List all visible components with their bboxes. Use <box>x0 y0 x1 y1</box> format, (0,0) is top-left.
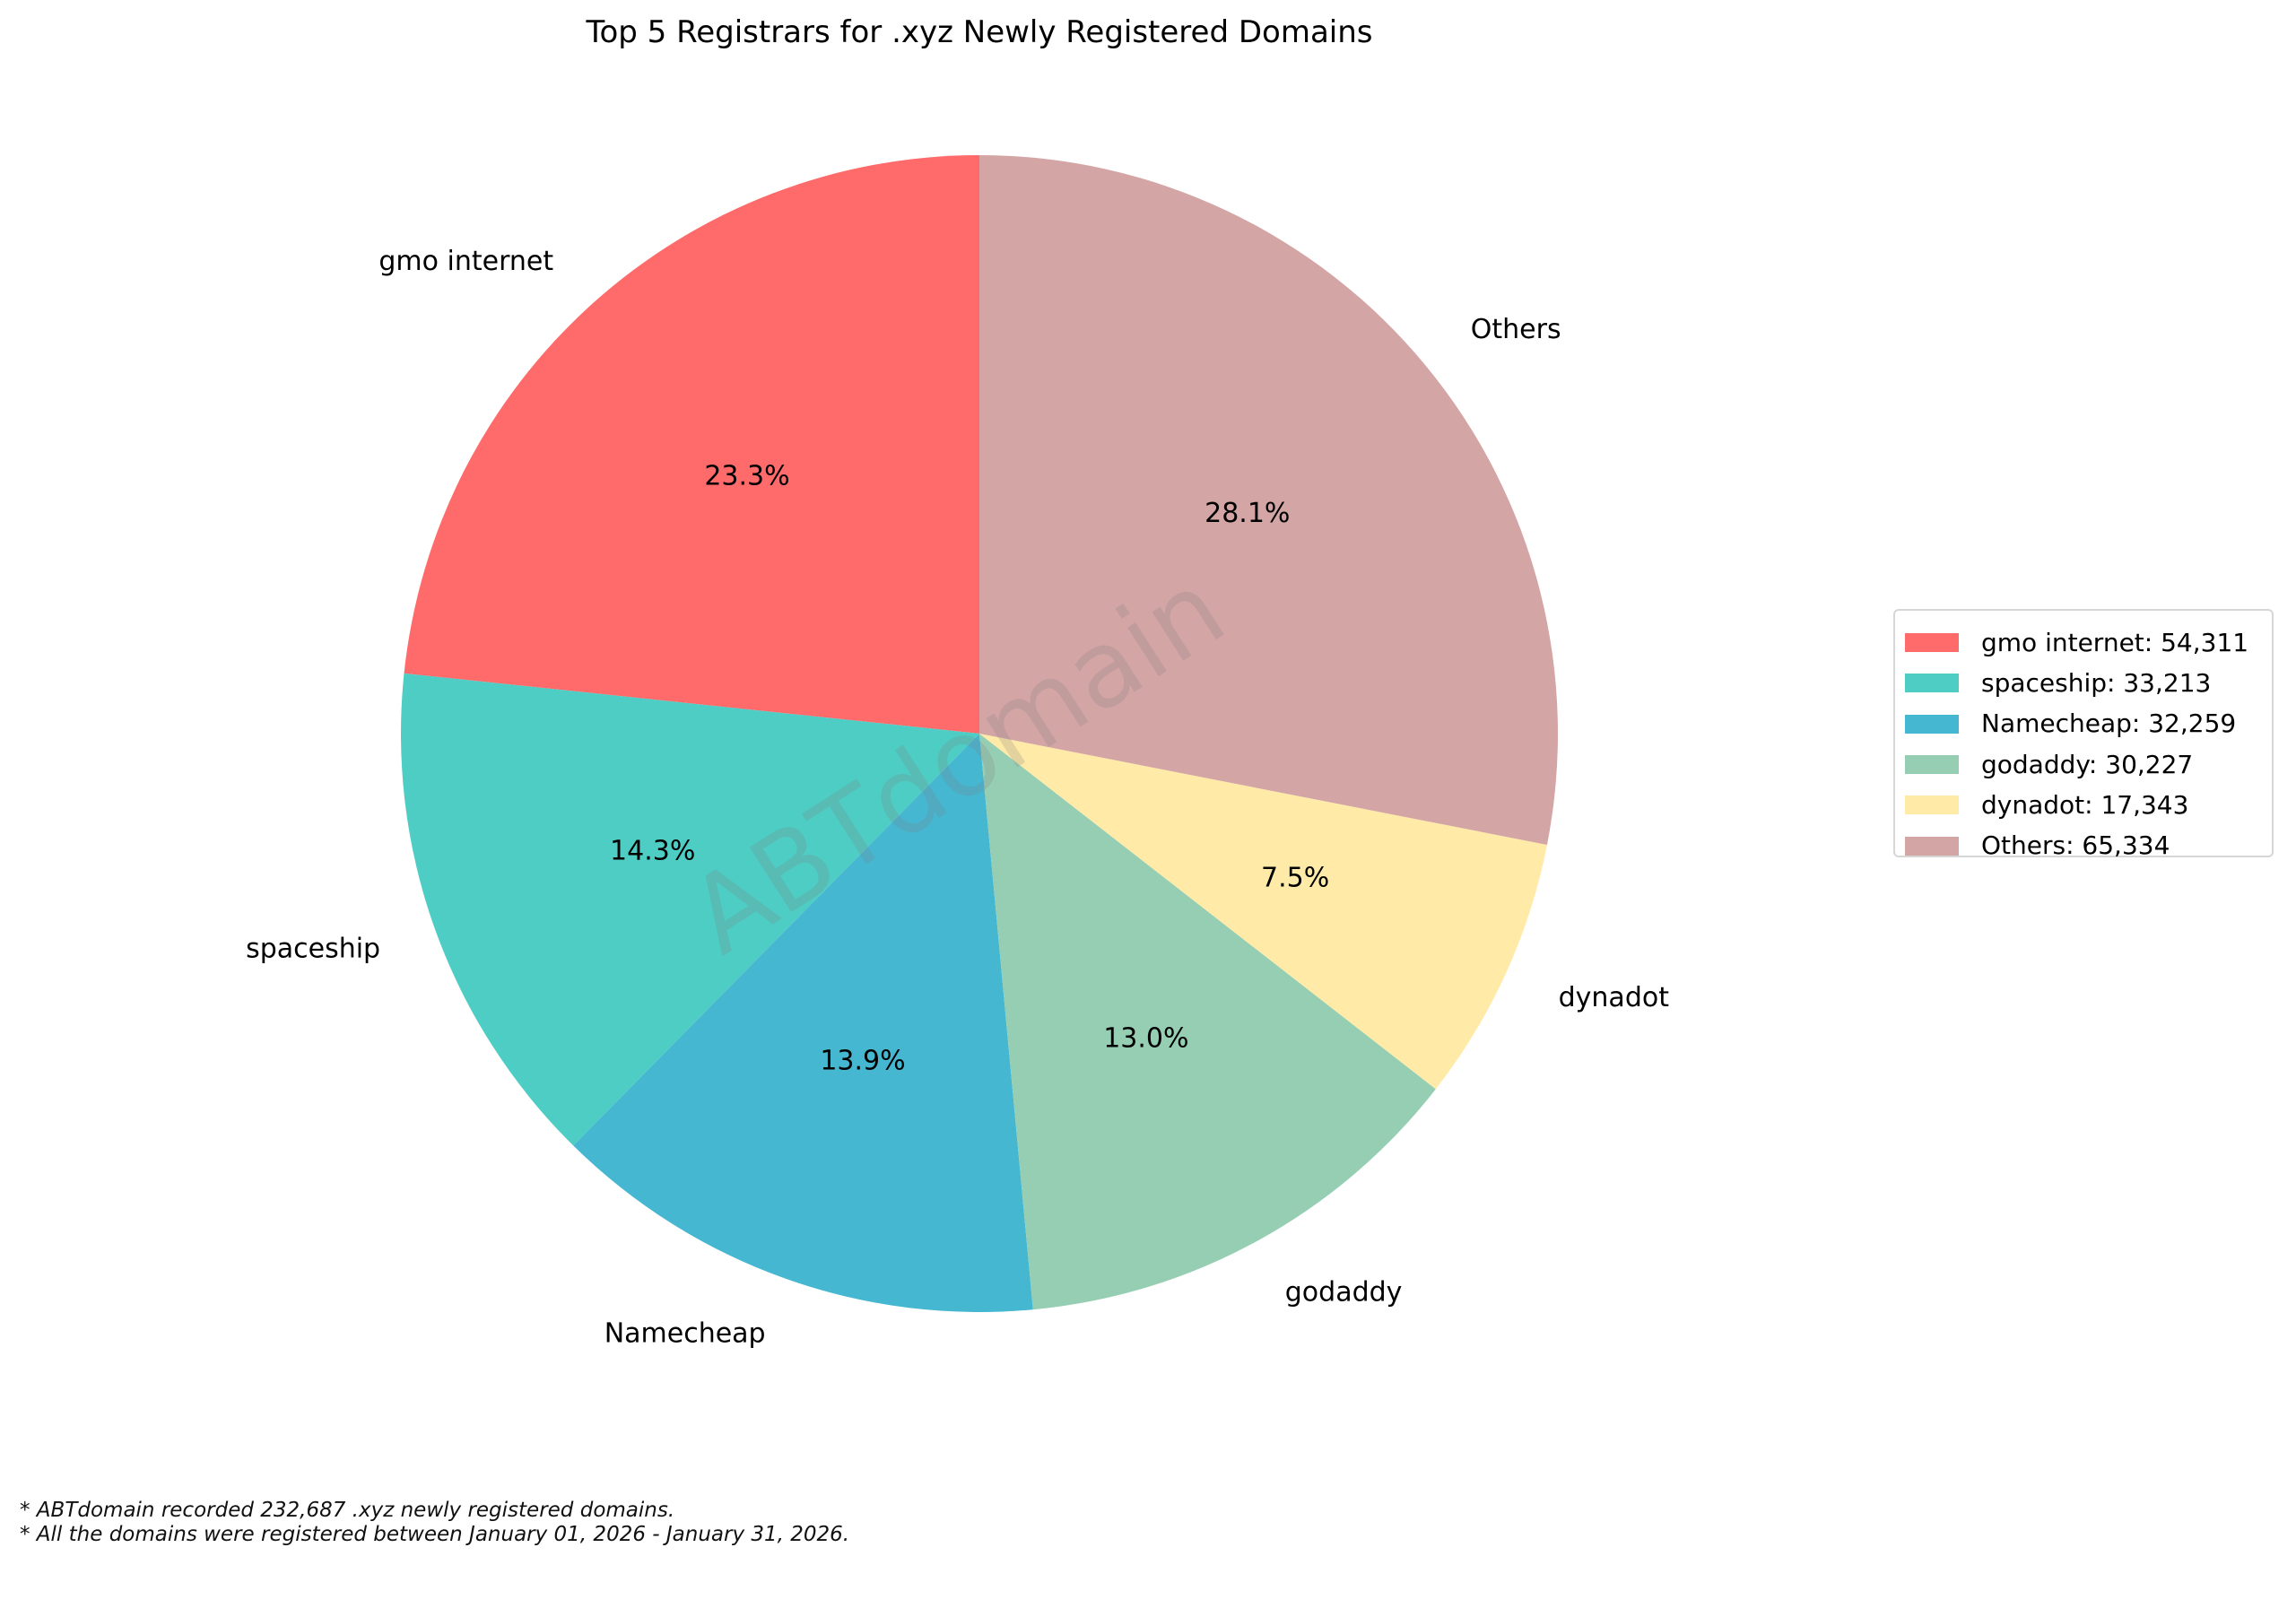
pie-slice-spaceship <box>400 673 979 1146</box>
percent-label: 13.0% <box>1103 1022 1188 1054</box>
legend-swatch <box>1905 714 1959 734</box>
pie-slice-gmo-internet <box>404 155 979 734</box>
category-label: dynadot <box>1559 982 1670 1013</box>
percent-label: 14.3% <box>610 836 695 867</box>
legend-label: Namecheap: 32,259 <box>1981 709 2237 739</box>
category-label: godaddy <box>1285 1276 1403 1308</box>
pie-slice-godaddy <box>979 734 1436 1310</box>
legend-swatch <box>1905 795 1959 815</box>
category-label: Namecheap <box>604 1317 766 1349</box>
pie-slices <box>400 155 1558 1312</box>
category-labels: gmo internet spaceship Namecheap godaddy dyn… <box>246 246 1669 1349</box>
pie-slice-namecheap <box>573 734 1033 1312</box>
category-label: spaceship <box>246 933 380 964</box>
percent-labels: 23.3% 14.3% 13.9% 13.0% 7.5% 28.1% <box>610 460 1329 1076</box>
legend: gmo internet: 54,311 spaceship: 33,213 N… <box>1893 609 2274 860</box>
legend-swatch <box>1905 755 1959 775</box>
legend-swatch <box>1905 674 1959 693</box>
legend-label: dynadot: 17,343 <box>1981 789 2189 820</box>
footnote-date-range: * All the domains were registered betwee… <box>20 1523 850 1546</box>
percent-label: 23.3% <box>704 460 789 491</box>
legend-label: spaceship: 33,213 <box>1981 667 2212 698</box>
legend-swatch <box>1905 836 1959 856</box>
percent-label: 7.5% <box>1261 862 1329 893</box>
category-label: Others <box>1471 314 1561 345</box>
legend-label: gmo internet: 54,311 <box>1981 627 2249 657</box>
legend-item: dynadot: 17,343 <box>1905 785 2272 825</box>
legend-swatch <box>1905 633 1959 653</box>
category-label: gmo internet <box>378 246 553 277</box>
footnotes: * ABTdomain recorded 232,687 .xyz newly … <box>20 1499 849 1547</box>
legend-item: godaddy: 30,227 <box>1905 744 2272 785</box>
percent-label: 13.9% <box>820 1046 905 1077</box>
legend-label: godaddy: 30,227 <box>1981 749 2194 779</box>
legend-label: Others: 65,334 <box>1981 830 2170 861</box>
percent-label: 28.1% <box>1205 498 1290 529</box>
pie-slice-dynadot <box>979 734 1547 1090</box>
chart-title: Top 5 Registrars for .xyz Newly Register… <box>586 14 1373 50</box>
legend-item: gmo internet: 54,311 <box>1905 622 2272 663</box>
footnote-total: * ABTdomain recorded 232,687 .xyz newly … <box>20 1499 675 1522</box>
legend-item: spaceship: 33,213 <box>1905 663 2272 703</box>
pie-slice-others <box>979 155 1558 845</box>
legend-item: Others: 65,334 <box>1905 825 2272 865</box>
legend-item: Namecheap: 32,259 <box>1905 704 2272 744</box>
